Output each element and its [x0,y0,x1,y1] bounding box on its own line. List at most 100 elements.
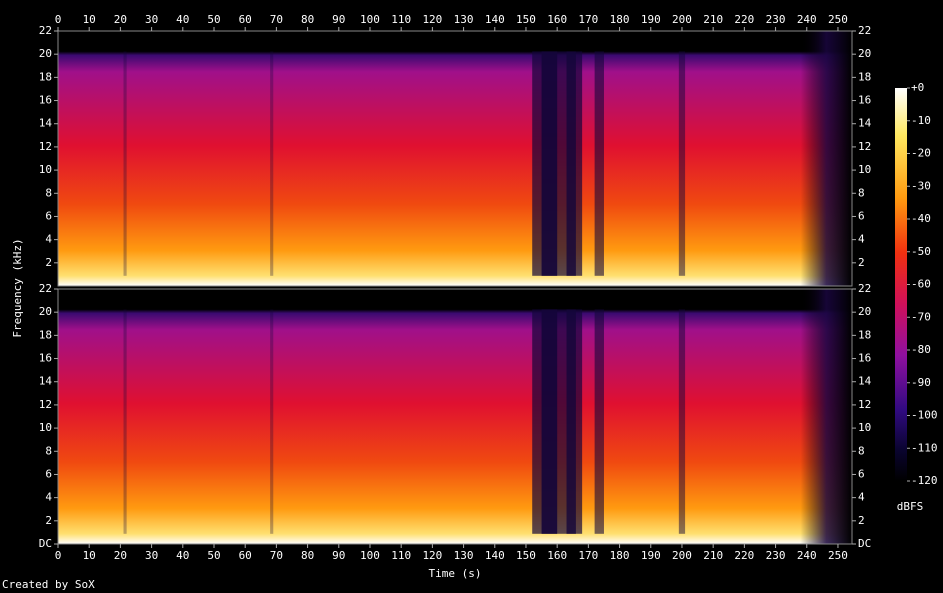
colorbar-tick-label: -110 [911,441,938,454]
colorbar-tick-label: -20 [911,147,931,160]
y-tick-label: 6 [45,209,52,222]
colorbar-tick-label: +0 [911,81,924,94]
x-tick-label: 10 [83,13,96,26]
y-tick-label: 10 [858,163,871,176]
y-tick-label: 18 [858,328,871,341]
colorbar-tick-label: -70 [911,310,931,323]
x-tick-label: 240 [797,13,817,26]
y-tick-label: 8 [45,444,52,457]
x-tick-label: 220 [734,13,754,26]
x-tick-label: 200 [672,549,692,562]
x-tick-label: 250 [828,549,848,562]
y-tick-label: 2 [858,256,865,269]
y-tick-label: 10 [858,421,871,434]
y-axis-label: Frequency (kHz) [11,238,24,337]
x-tick-label: 60 [239,13,252,26]
colorbar-tick-label: -40 [911,212,931,225]
x-tick-label: 130 [454,13,474,26]
x-tick-label: 40 [176,13,189,26]
y-tick-label: 22 [39,282,52,295]
x-tick-label: 180 [610,549,630,562]
x-tick-label: 230 [766,13,786,26]
y-tick-label: 18 [39,328,52,341]
y-tick-label: 2 [858,514,865,527]
colorbar-tick-label: -60 [911,278,931,291]
x-tick-label: 130 [454,549,474,562]
x-tick-label: 60 [239,549,252,562]
colorbar-tick-label: -120 [911,474,938,487]
y-tick-label: 4 [45,491,52,504]
y-tick-label: 6 [858,209,865,222]
y-tick-label: 2 [45,514,52,527]
x-tick-label: 220 [734,549,754,562]
footer: Created by SoX [2,578,95,591]
plot-frame [57,30,853,287]
x-tick-label: 190 [641,549,661,562]
y-tick-label: 12 [858,398,871,411]
y-tick-label: 22 [858,24,871,37]
y-tick-label: 16 [858,94,871,107]
y-tick-label: 2 [45,256,52,269]
y-tick-label: 20 [858,305,871,318]
x-tick-label: 30 [145,549,158,562]
x-tick-label: 100 [360,549,380,562]
colorbar-tick-label: -80 [911,343,931,356]
x-tick-label: 150 [516,13,536,26]
x-tick-label: 50 [207,549,220,562]
colorbar [895,88,907,481]
y-tick-label: 4 [858,491,865,504]
x-tick-label: 170 [578,13,598,26]
spectrogram-fill [594,309,604,534]
y-tick-label: 6 [45,467,52,480]
spectrogram-fill [270,51,274,276]
x-tick-label: 150 [516,549,536,562]
x-tick-label: 100 [360,13,380,26]
x-tick-label: 70 [270,549,283,562]
x-tick-label: 80 [301,549,314,562]
spectrogram-fill [541,309,558,534]
y-tick-label: 12 [39,140,52,153]
y-tick-label: 16 [858,352,871,365]
y-tick-label: 4 [45,233,52,246]
y-tick-label: 4 [858,233,865,246]
y-tick-label: 12 [858,140,871,153]
spectrogram-fill [123,51,127,276]
x-tick-label: 140 [485,549,505,562]
spectrogram-fill [58,289,852,544]
x-tick-label: 20 [114,13,127,26]
colorbar-tick-label: -50 [911,245,931,258]
x-tick-label: 250 [828,13,848,26]
x-tick-label: 0 [55,13,62,26]
x-tick-label: 80 [301,13,314,26]
x-tick-label: 90 [332,549,345,562]
x-tick-label: 190 [641,13,661,26]
x-tick-label: 180 [610,13,630,26]
y-tick-label: 14 [858,117,872,130]
colorbar-tick-label: -10 [911,114,931,127]
x-tick-label: 230 [766,549,786,562]
y-tick-label: 12 [39,398,52,411]
x-tick-label: 160 [547,549,567,562]
x-tick-label: 50 [207,13,220,26]
colorbar-label: dBFS [897,500,924,513]
colorbar-tick-label: -100 [911,409,938,422]
y-tick-label: 14 [39,117,53,130]
spectrogram-fill [566,309,576,534]
x-tick-label: 40 [176,549,189,562]
x-tick-label: 240 [797,549,817,562]
x-tick-label: 70 [270,13,283,26]
y-tick-label: 20 [39,305,52,318]
y-tick-label: 16 [39,352,52,365]
spectrogram-fill [594,51,604,276]
x-axis-label: Time (s) [429,567,482,580]
y-tick-label: DC [39,537,52,550]
spectrogram-fill [541,51,558,276]
spectrogram-fill [58,31,852,286]
y-tick-label: 14 [39,375,53,388]
y-tick-label: 8 [858,444,865,457]
x-tick-label: 170 [578,549,598,562]
spectrogram-fill [270,309,274,534]
y-tick-label: 20 [858,47,871,60]
x-tick-label: 20 [114,549,127,562]
